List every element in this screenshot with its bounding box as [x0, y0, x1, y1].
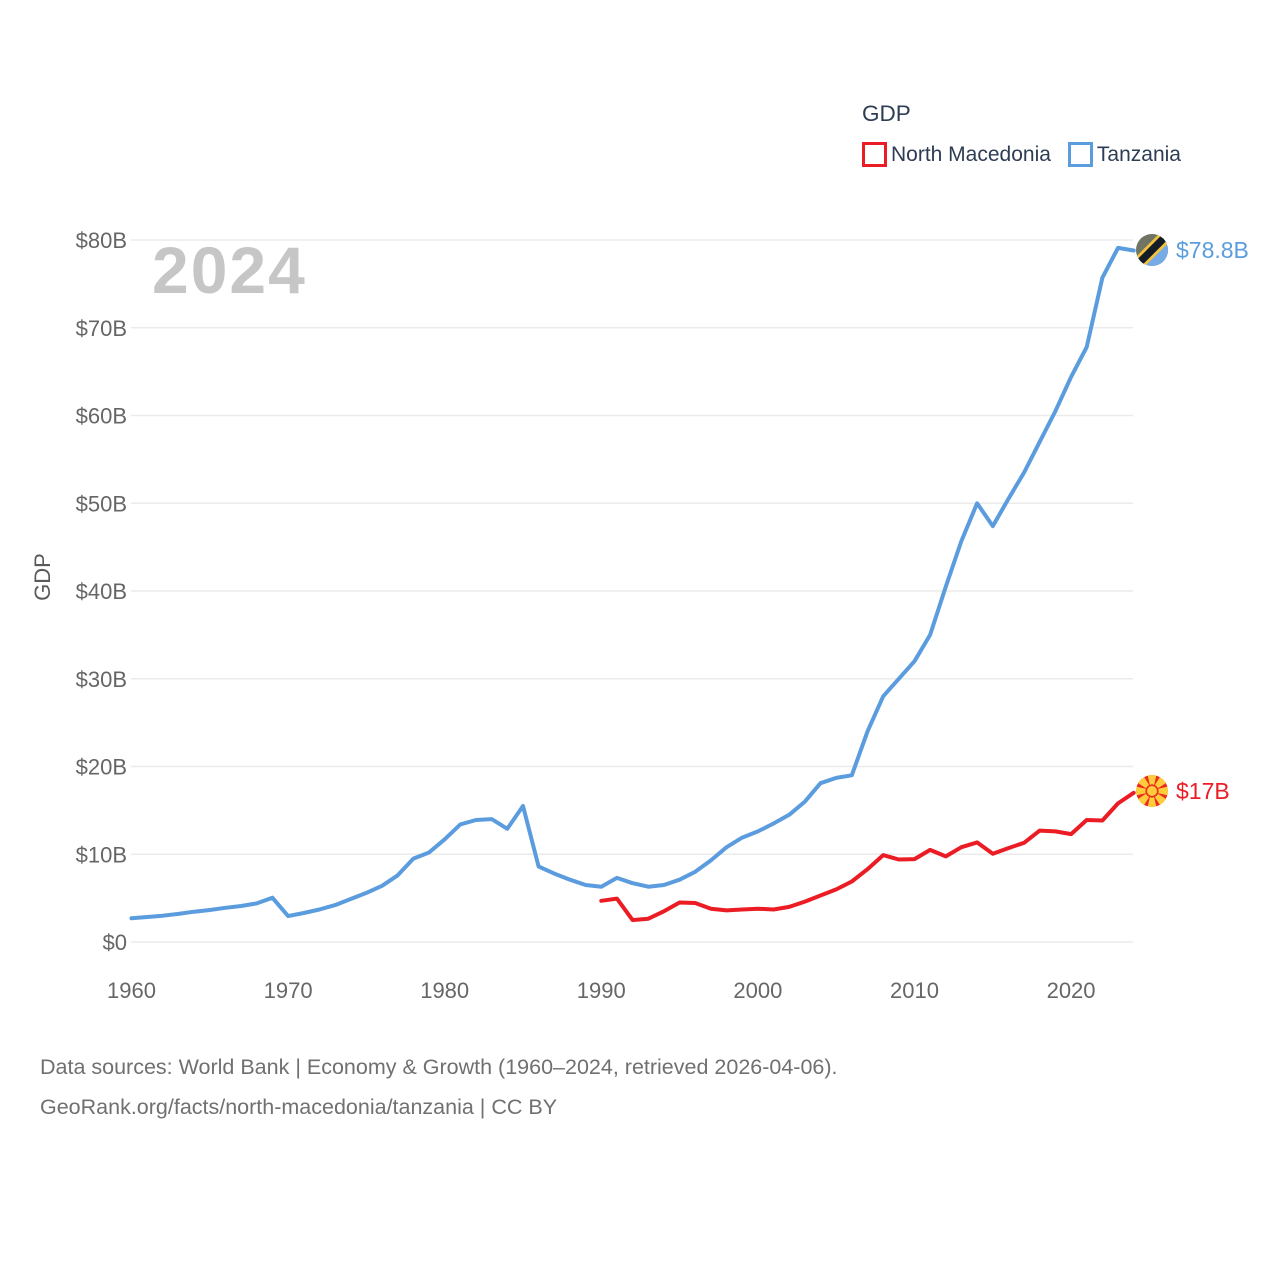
north-macedonia-flag-icon [1136, 775, 1168, 807]
y-axis-title: GDP [30, 553, 55, 601]
north-macedonia-swatch-icon [862, 142, 887, 167]
tanzania-flag-icon [1136, 234, 1168, 266]
tanzania-swatch-icon [1067, 142, 1093, 167]
x-tick-label: 1980 [420, 978, 469, 1003]
y-tick-label: $40B [76, 579, 127, 604]
y-tick-label: $70B [76, 316, 127, 341]
y-tick-label: $60B [76, 404, 127, 429]
legend-label: North Macedonia [891, 142, 1051, 166]
footer: Data sources: World Bank | Economy & Gro… [40, 1047, 838, 1127]
y-tick-label: $0 [103, 930, 127, 955]
y-tick-label: $30B [76, 667, 127, 692]
x-tick-label: 1970 [264, 978, 313, 1003]
y-tick-label: $50B [76, 491, 127, 516]
x-tick-label: 1990 [577, 978, 626, 1003]
tanzania-end-value-label: $78.8B [1176, 237, 1249, 263]
x-tick-label: 1960 [107, 978, 156, 1003]
legend-row: North Macedonia Tanzania [862, 142, 1181, 167]
data-sources-line: Data sources: World Bank | Economy & Gro… [40, 1055, 838, 1079]
line-tanzania [129, 245, 1136, 921]
y-tick-label: $10B [76, 842, 127, 867]
y-tick-label: $80B [76, 228, 127, 253]
line-north-macedonia [599, 790, 1136, 923]
year-watermark: 2024 [152, 233, 307, 307]
y-tick-label: $20B [76, 755, 127, 780]
legend-label: Tanzania [1096, 142, 1181, 166]
legend-title: GDP [862, 101, 911, 126]
legend-item-north-macedonia[interactable]: North Macedonia [862, 142, 1051, 167]
legend-item-tanzania[interactable]: Tanzania [1067, 142, 1181, 167]
legend: GDP North Macedonia Tanzania [862, 101, 1181, 167]
attribution-line: GeoRank.org/facts/north-macedonia/tanzan… [40, 1095, 558, 1119]
x-tick-label: 2000 [733, 978, 782, 1003]
x-tick-label: 2010 [890, 978, 939, 1003]
x-tick-label: 2020 [1047, 978, 1096, 1003]
north-macedonia-end-value-label: $17B [1176, 778, 1230, 804]
